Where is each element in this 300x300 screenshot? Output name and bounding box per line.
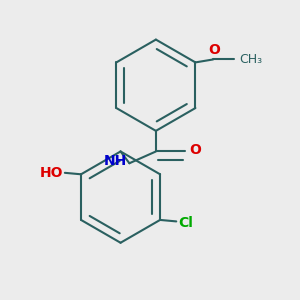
Text: Cl: Cl — [178, 216, 194, 230]
Text: O: O — [208, 43, 220, 57]
Text: NH: NH — [104, 154, 127, 168]
Text: CH₃: CH₃ — [240, 53, 263, 66]
Text: O: O — [190, 143, 202, 157]
Text: HO: HO — [40, 166, 63, 180]
